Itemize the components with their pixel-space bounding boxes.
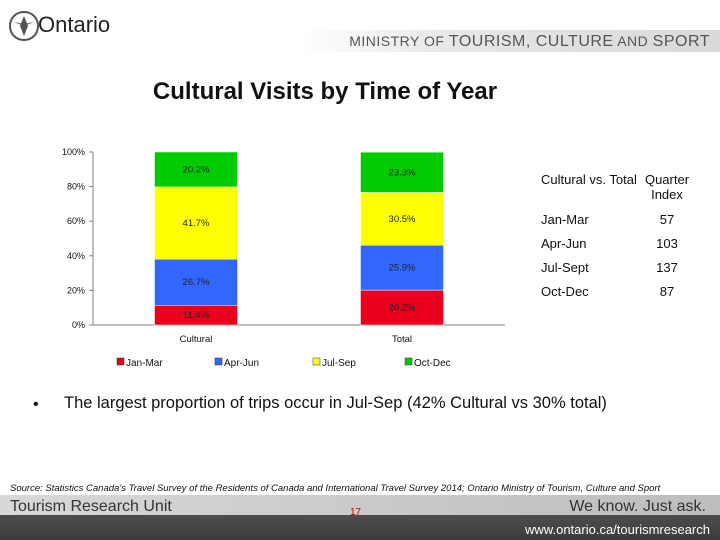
index-table-row: Jan-Mar 57 <box>533 212 697 236</box>
index-table: Cultural vs. Total Quarter Index Jan-Mar… <box>533 172 697 308</box>
legend-swatch <box>312 357 321 366</box>
legend-swatch <box>404 357 413 366</box>
index-table-row: Apr-Jun 103 <box>533 236 697 260</box>
y-tick-label: 80% <box>67 182 85 192</box>
x-tick-label: Cultural <box>180 334 213 345</box>
legend-swatch <box>116 357 125 366</box>
data-label: 11.4% <box>183 310 210 321</box>
ministry-name-1: TOURISM, CULTURE <box>448 33 614 50</box>
index-row-label: Apr-Jun <box>541 236 587 251</box>
index-table-header-label: Cultural vs. Total <box>541 172 637 187</box>
legend-label: Jan-Mar <box>126 358 163 369</box>
footer-band <box>0 495 720 515</box>
source-note: Source: Statistics Canada’s Travel Surve… <box>10 483 661 494</box>
ministry-band <box>300 30 720 52</box>
data-label: 41.7% <box>183 218 210 229</box>
footer-unit: Tourism Research Unit <box>10 498 172 515</box>
footer-slogan: We know. Just ask. <box>569 498 706 515</box>
bar-segment <box>154 186 238 260</box>
bar-segment <box>154 258 238 306</box>
ministry-prefix: MINISTRY OF <box>349 33 449 49</box>
index-table-header-value: Quarter Index <box>644 172 690 202</box>
legend-swatch <box>214 357 223 366</box>
stacked-bar-chart: 0% 20% 40% 60% 80% 100% 11.4% 26.7% 41.7% 20.2% Cu… <box>62 147 505 369</box>
index-row-value: 87 <box>659 284 675 299</box>
bar-segment <box>360 244 444 291</box>
header: Ontario MINISTRY OF TOURISM, CULTURE AND… <box>0 0 720 62</box>
legend-label: Apr-Jun <box>224 358 259 369</box>
index-row-label: Oct-Dec <box>541 284 589 299</box>
data-label: 26.7% <box>183 277 210 288</box>
y-tick-label: 40% <box>67 251 85 261</box>
y-tick-label: 20% <box>67 285 85 295</box>
bar-segment <box>154 151 238 188</box>
chart-title: Cultural Visits by Time of Year <box>152 78 498 105</box>
bar-segment <box>360 192 444 246</box>
data-label: 20.2% <box>389 303 416 314</box>
footer-url[interactable]: www.ontario.ca/tourismresearch <box>525 522 710 537</box>
index-row-label: Jan-Mar <box>541 212 589 227</box>
data-label: 25.9% <box>389 263 416 274</box>
index-row-value: 103 <box>656 236 678 251</box>
data-label: 20.2% <box>183 164 210 175</box>
data-label: 23.3% <box>389 167 416 178</box>
bullet-text: The largest proportion of trips occur in… <box>64 394 607 412</box>
index-row-label: Jul-Sept <box>541 260 589 275</box>
data-label: 30.5% <box>389 214 416 225</box>
index-row-value: 137 <box>656 260 678 275</box>
bar-segment <box>360 151 444 193</box>
legend-label: Jul-Sep <box>322 358 356 369</box>
index-table-row: Jul-Sept 137 <box>533 260 697 284</box>
logo-text: Ontario <box>38 12 111 37</box>
index-table-header: Cultural vs. Total Quarter Index <box>533 172 697 212</box>
index-row-value: 57 <box>659 212 675 227</box>
legend-label: Oct-Dec <box>414 358 451 369</box>
bar-segment <box>360 289 444 326</box>
ministry-name-2: SPORT <box>652 33 710 50</box>
ministry-banner: MINISTRY OF TOURISM, CULTURE AND SPORT <box>349 33 710 51</box>
page-number: 17 <box>350 507 362 518</box>
y-tick-label: 60% <box>67 216 85 226</box>
y-tick-label: 0% <box>72 320 85 330</box>
index-table-row: Oct-Dec 87 <box>533 284 697 308</box>
ministry-and: AND <box>613 33 653 49</box>
y-tick-label: 100% <box>62 147 85 157</box>
ontario-trillium-logo <box>8 10 40 42</box>
bullet-point: • <box>33 396 39 413</box>
x-tick-label: Total <box>392 334 412 345</box>
